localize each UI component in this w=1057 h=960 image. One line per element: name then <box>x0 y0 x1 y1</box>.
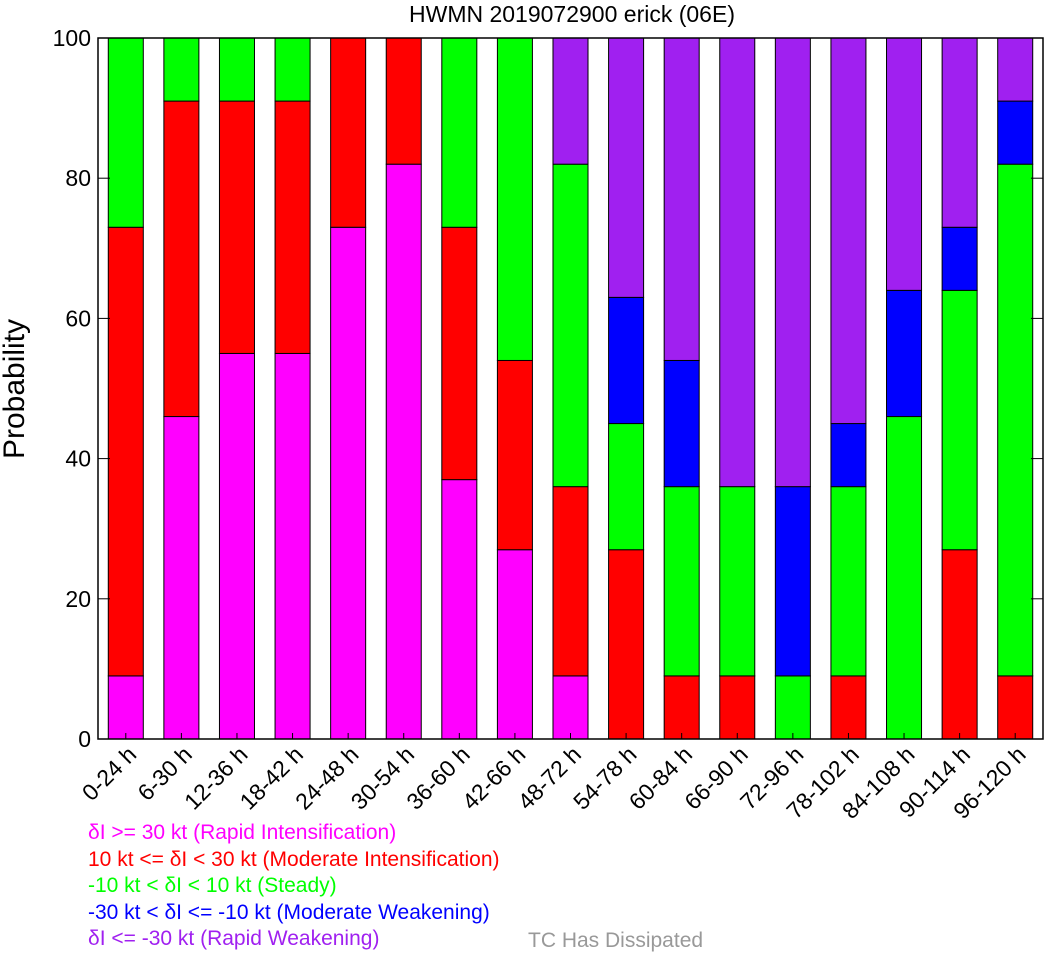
legend-item-dissipated: TC Has Dissipated <box>528 929 704 952</box>
legend-item-rapid-weakening: δI <= -30 kt (Rapid Weakening) <box>88 927 380 950</box>
bar-segment-96-120-h-series-2 <box>997 163 1034 677</box>
bar-segment-42-66-h-series-2 <box>496 37 533 361</box>
y-tick-label: 0 <box>78 726 91 752</box>
bar-segment-12-36-h-series-2 <box>218 37 255 102</box>
y-axis-label: Probability <box>0 319 31 459</box>
bar-segment-60-84-h-series-2 <box>663 486 700 677</box>
legend-item-moderate-weakening: -30 kt < δI <= -10 kt (Moderate Weakenin… <box>88 900 490 924</box>
bar-segment-12-36-h-series-0 <box>218 352 255 740</box>
bar-segment-0-24-h-series-0 <box>107 675 144 740</box>
bar-segment-24-48-h-series-0 <box>330 226 367 740</box>
bar-segment-84-108-h-series-2 <box>886 416 923 740</box>
bar-segment-36-60-h-series-0 <box>441 479 478 740</box>
bar-segment-18-42-h-series-1 <box>274 100 311 354</box>
bar-segment-84-108-h-series-3 <box>886 289 923 418</box>
bar-segment-54-78-h-series-1 <box>608 549 645 740</box>
legend-item-moderate-intensification: 10 kt <= δI < 30 kt (Moderate Intensific… <box>88 847 500 871</box>
bar-segment-48-72-h-series-4 <box>552 37 589 165</box>
legend-item-steady: -10 kt < δI < 10 kt (Steady) <box>88 874 337 897</box>
bar-segment-72-96-h-series-4 <box>774 37 811 488</box>
bar-segment-90-114-h-series-2 <box>941 289 978 551</box>
bar-segment-0-24-h-series-2 <box>107 37 144 228</box>
bars-group <box>107 37 1034 740</box>
bar-segment-6-30-h-series-1 <box>163 100 200 418</box>
chart-title: HWMN 2019072900 erick (06E) <box>409 1 735 27</box>
bar-segment-6-30-h-series-2 <box>163 37 200 102</box>
bar-segment-48-72-h-series-1 <box>552 486 589 677</box>
bar-segment-60-84-h-series-4 <box>663 37 700 361</box>
bar-segment-6-30-h-series-0 <box>163 416 200 740</box>
y-tick-label: 60 <box>65 305 91 331</box>
bar-segment-18-42-h-series-2 <box>274 37 311 102</box>
bar-segment-96-120-h-series-3 <box>997 100 1034 165</box>
bar-segment-54-78-h-series-3 <box>608 296 645 425</box>
plot-frame <box>97 37 1044 740</box>
bar-segment-66-90-h-series-2 <box>719 486 756 677</box>
bar-segment-90-114-h-series-1 <box>941 549 978 740</box>
bar-segment-84-108-h-series-4 <box>886 37 923 291</box>
bar-segment-42-66-h-series-1 <box>496 359 533 551</box>
bar-segment-96-120-h-series-4 <box>997 37 1034 102</box>
y-tick-label: 100 <box>53 25 91 51</box>
bar-segment-54-78-h-series-4 <box>608 37 645 298</box>
bar-segment-36-60-h-series-2 <box>441 37 478 228</box>
bar-segment-66-90-h-series-4 <box>719 37 756 488</box>
y-tick-label: 20 <box>65 586 91 612</box>
legend: δI >= 30 kt (Rapid Intensification) 10 k… <box>88 820 500 953</box>
bar-segment-66-90-h-series-1 <box>719 675 756 740</box>
bar-segment-78-102-h-series-4 <box>830 37 867 425</box>
bar-segment-78-102-h-series-3 <box>830 423 867 488</box>
bar-segment-36-60-h-series-1 <box>441 226 478 481</box>
bar-segment-90-114-h-series-4 <box>941 37 978 228</box>
bar-segment-60-84-h-series-1 <box>663 675 700 740</box>
legend-item-rapid-intensification: δI >= 30 kt (Rapid Intensification) <box>88 821 397 844</box>
bar-segment-30-54-h-series-1 <box>385 37 422 165</box>
bar-segment-90-114-h-series-3 <box>941 226 978 291</box>
bar-segment-42-66-h-series-0 <box>496 549 533 740</box>
bar-segment-78-102-h-series-2 <box>830 486 867 677</box>
bar-segment-30-54-h-series-0 <box>385 163 422 740</box>
bar-segment-72-96-h-series-2 <box>774 675 811 740</box>
bar-segment-78-102-h-series-1 <box>830 675 867 740</box>
bar-segment-96-120-h-series-1 <box>997 675 1034 740</box>
bar-segment-18-42-h-series-0 <box>274 352 311 740</box>
bar-segment-48-72-h-series-0 <box>552 675 589 740</box>
y-tick-label: 40 <box>65 446 91 472</box>
bar-segment-48-72-h-series-2 <box>552 163 589 488</box>
y-tick-label: 80 <box>65 165 91 191</box>
bar-segment-54-78-h-series-2 <box>608 423 645 551</box>
bar-segment-0-24-h-series-1 <box>107 226 144 677</box>
bar-segment-24-48-h-series-1 <box>330 37 367 228</box>
bar-segment-60-84-h-series-3 <box>663 359 700 488</box>
bar-segment-12-36-h-series-1 <box>218 100 255 354</box>
bar-segment-72-96-h-series-3 <box>774 486 811 677</box>
